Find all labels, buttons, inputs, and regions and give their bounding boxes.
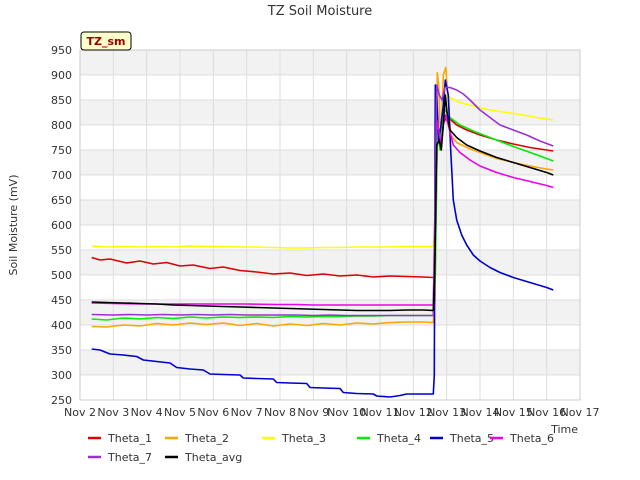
y-axis-label: Soil Moisture (mV) [7, 175, 20, 276]
plot-band [80, 75, 580, 100]
x-tick-label: Nov 11 [361, 406, 400, 419]
plot-band [80, 350, 580, 375]
series-line-theta-2 [91, 66, 554, 328]
station-badge-label: TZ_sm [87, 35, 126, 48]
series-line-theta-1 [91, 116, 554, 279]
y-tick-label: 850 [51, 94, 72, 107]
x-tick-label: Nov 3 [97, 406, 129, 419]
y-tick-label: 800 [51, 119, 72, 132]
y-tick-label: 700 [51, 169, 72, 182]
y-tick-label: 500 [51, 269, 72, 282]
series-lines [91, 66, 554, 398]
plot-band [80, 275, 580, 300]
legend-item-theta-6[interactable]: Theta_6 [490, 432, 554, 445]
y-tick-label: 750 [51, 144, 72, 157]
x-tick-label: Nov 4 [131, 406, 163, 419]
y-tick-labels: 250 300 350 400 450 500 550 600 650 700 750 800 850 9… [51, 44, 72, 407]
x-tick-label: Nov 5 [164, 406, 196, 419]
x-tick-labels: Nov 2 Nov 3 Nov 4 Nov 5 Nov 6 Nov 7 Nov 8 Nov 9… [64, 406, 599, 419]
y-tick-label: 950 [51, 44, 72, 57]
y-tick-label: 350 [51, 344, 72, 357]
plot-band [80, 175, 580, 200]
plot-background-bands [80, 50, 580, 400]
y-tick-label: 300 [51, 369, 72, 382]
x-tick-label: Nov 10 [327, 406, 366, 419]
x-tick-label: Nov 17 [561, 406, 600, 419]
legend-item-theta-1[interactable]: Theta_1 [88, 432, 152, 445]
legend-item-theta-2[interactable]: Theta_2 [165, 432, 229, 445]
series-line-theta-7 [91, 84, 554, 317]
x-axis-label: Time [550, 423, 578, 436]
x-tick-label: Nov 15 [494, 406, 533, 419]
plot-band [80, 225, 580, 250]
legend-item-theta-7[interactable]: Theta_7 [88, 451, 152, 464]
legend-label: Theta_6 [509, 432, 554, 445]
legend-label: Theta_7 [107, 451, 152, 464]
y-tick-label: 400 [51, 319, 72, 332]
legend-label: Theta_4 [376, 432, 421, 445]
y-tick-label: 450 [51, 294, 72, 307]
x-tick-label: Nov 2 [64, 406, 96, 419]
x-tick-label: Nov 7 [231, 406, 263, 419]
x-tick-label: Nov 9 [297, 406, 329, 419]
y-tick-label: 650 [51, 194, 72, 207]
series-line-theta-5 [91, 79, 554, 398]
legend-item-theta-3[interactable]: Theta_3 [262, 432, 326, 445]
legend: Theta_1 Theta_2 Theta_3 Theta_4 Theta_5 Theta… [88, 432, 554, 464]
x-tick-label: Nov 16 [527, 406, 566, 419]
y-tick-label: 550 [51, 244, 72, 257]
legend-label: Theta_3 [281, 432, 326, 445]
legend-label: Theta_avg [184, 451, 242, 464]
plot-band [80, 100, 580, 125]
chart-title: TZ Soil Moisture [267, 4, 373, 19]
plot-band [80, 200, 580, 225]
plot-band [80, 125, 580, 150]
legend-item-theta-avg[interactable]: Theta_avg [165, 451, 242, 464]
plot-band [80, 150, 580, 175]
x-tick-label: Nov 14 [461, 406, 500, 419]
legend-item-theta-5[interactable]: Theta_5 [430, 432, 494, 445]
legend-label: Theta_5 [449, 432, 494, 445]
y-tick-label: 250 [51, 394, 72, 407]
x-tick-label: Nov 6 [197, 406, 229, 419]
plot-band [80, 325, 580, 350]
y-tick-label: 600 [51, 219, 72, 232]
x-tick-label: Nov 13 [427, 406, 466, 419]
legend-label: Theta_1 [107, 432, 152, 445]
legend-item-theta-4[interactable]: Theta_4 [357, 432, 421, 445]
station-badge: TZ_sm [80, 31, 132, 51]
series-line-theta-avg [91, 94, 554, 312]
x-tick-label: Nov 12 [394, 406, 433, 419]
series-line-theta-3 [91, 94, 554, 249]
legend-label: Theta_2 [184, 432, 229, 445]
plot-band [80, 250, 580, 275]
plot-frame [79, 49, 581, 401]
plot-band [80, 50, 580, 75]
y-tick-label: 900 [51, 69, 72, 82]
x-tick-label: Nov 8 [264, 406, 296, 419]
